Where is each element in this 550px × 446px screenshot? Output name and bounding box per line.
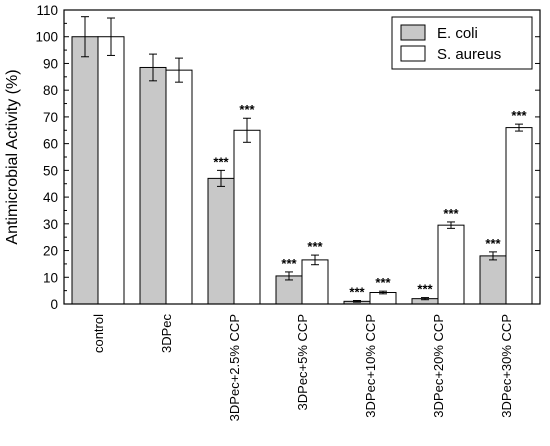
y-tick-label: 110 [36,3,58,18]
bar [301,259,329,305]
y-tick-label: 60 [43,137,58,152]
legend-swatch [400,24,426,41]
y-tick-label: 50 [43,163,58,178]
x-tick-label: 3DPec+2.5% CCP [227,314,242,421]
significance-label: *** [511,108,527,123]
y-tick-label: 80 [43,83,58,98]
bar [165,69,193,305]
legend-label: S. aureus [437,46,501,63]
y-tick-label: 100 [35,30,58,45]
significance-label: *** [281,256,297,271]
x-axis: control 3DPec 3DPec+2.5% CCP 3DPec+5% CCP 3D… [91,299,514,421]
y-tick-label: 70 [43,110,58,125]
y-tick-label: 30 [43,217,58,232]
bar [479,255,507,305]
error-bars-layer [81,16,523,303]
x-tick-label: 3DPec+10% CCP [363,314,378,418]
x-tick-label: 3DPec+5% CCP [295,314,310,410]
significance-label: *** [485,236,501,251]
x-tick-label: 3DPec+30% CCP [499,314,514,418]
bar [207,177,235,305]
bar [275,275,303,305]
legend: E. coli S. aureus [391,16,533,70]
bar [71,36,99,305]
significance-label: *** [417,282,433,297]
y-tick-label: 40 [43,190,58,205]
bars-layer [71,36,533,305]
legend-label: E. coli [437,25,478,42]
legend-swatch [400,45,426,62]
significance-label: *** [375,275,391,290]
x-tick-label: 3DPec+20% CCP [431,314,446,418]
bar [139,66,167,305]
bar [505,127,533,305]
significance-label: *** [307,239,323,254]
bar [437,224,465,305]
y-tick-label: 90 [43,56,58,71]
y-tick-label: 10 [43,270,58,285]
bar [97,36,125,305]
y-tick-label: 20 [43,244,58,259]
y-tick-label: 0 [50,297,58,312]
bar [233,129,261,305]
y-axis: 0 10 20 30 40 50 60 70 80 90 100 110 [35,3,540,312]
x-tick-label: control [91,314,106,353]
significance-label: *** [239,102,255,117]
significance-label: *** [213,154,229,169]
significance-label: *** [443,206,459,221]
y-axis-label: Antimicrobial Activity (%) [4,69,21,244]
annotations-layer: *** *** *** *** *** *** *** *** *** *** [213,102,527,299]
x-tick-label: 3DPec [159,314,174,354]
significance-label: *** [349,285,365,300]
